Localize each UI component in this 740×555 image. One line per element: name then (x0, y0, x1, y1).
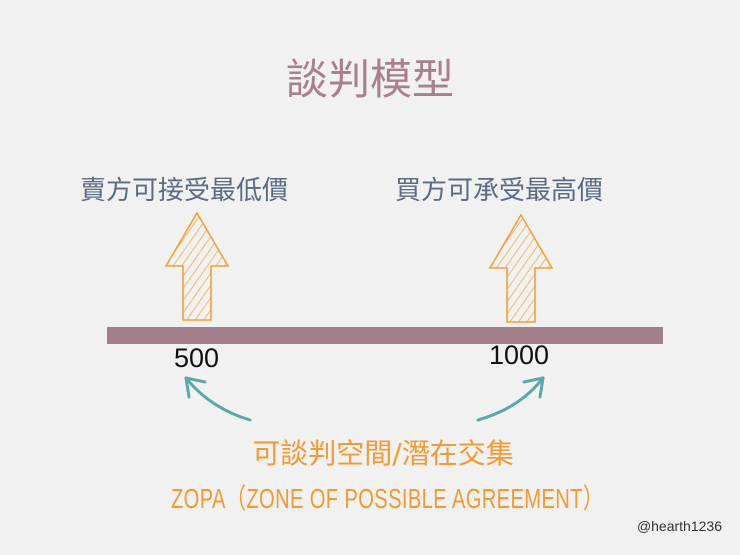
seller-min-price-label: 賣方可接受最低價 (80, 176, 289, 206)
zopa-label-chinese: 可談判空間/潛在交集 (252, 437, 514, 470)
zopa-label-english: ZOPA（ZONE OF POSSIBLE AGREEMENT） (171, 483, 604, 514)
page-title: 談判模型 (285, 55, 454, 104)
left-curved-arrow (184, 376, 252, 422)
seller-value: 500 (174, 343, 220, 373)
seller-up-arrow (164, 211, 230, 321)
number-line-bar (107, 327, 663, 344)
buyer-value: 1000 (489, 340, 550, 370)
author-credit: @hearth1236 (636, 518, 722, 534)
right-curved-arrow (476, 376, 545, 422)
buyer-up-arrow (488, 213, 554, 323)
buyer-max-price-label: 買方可承受最高價 (395, 176, 604, 206)
